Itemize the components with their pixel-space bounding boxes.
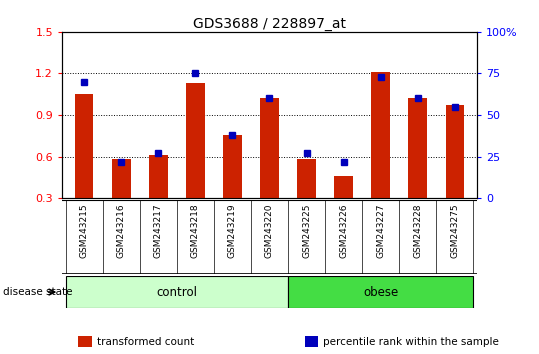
Text: GSM243275: GSM243275	[450, 204, 459, 258]
Bar	[288, 276, 473, 308]
Text: GSM243225: GSM243225	[302, 204, 311, 258]
Bar	[186, 83, 205, 198]
Text: transformed count: transformed count	[97, 337, 194, 347]
Bar	[260, 98, 279, 198]
Text: GSM243228: GSM243228	[413, 204, 422, 258]
Text: obese: obese	[363, 286, 398, 298]
Bar	[334, 176, 353, 198]
Text: percentile rank within the sample: percentile rank within the sample	[323, 337, 499, 347]
Bar	[75, 94, 93, 198]
Bar	[409, 98, 427, 198]
Text: GSM243217: GSM243217	[154, 204, 163, 258]
Bar	[298, 159, 316, 198]
Text: GSM243220: GSM243220	[265, 204, 274, 258]
Bar	[112, 159, 130, 198]
Bar	[149, 155, 168, 198]
Text: GSM243216: GSM243216	[117, 204, 126, 258]
Bar	[223, 135, 241, 198]
Text: GSM243227: GSM243227	[376, 204, 385, 258]
Text: GSM243219: GSM243219	[228, 204, 237, 258]
Title: GDS3688 / 228897_at: GDS3688 / 228897_at	[193, 17, 346, 31]
Bar	[446, 105, 464, 198]
Bar	[66, 276, 288, 308]
Text: GSM243215: GSM243215	[80, 204, 89, 258]
Text: GSM243226: GSM243226	[339, 204, 348, 258]
Text: GSM243218: GSM243218	[191, 204, 200, 258]
Text: control: control	[156, 286, 197, 298]
Text: disease state: disease state	[3, 287, 72, 297]
Bar	[371, 72, 390, 198]
